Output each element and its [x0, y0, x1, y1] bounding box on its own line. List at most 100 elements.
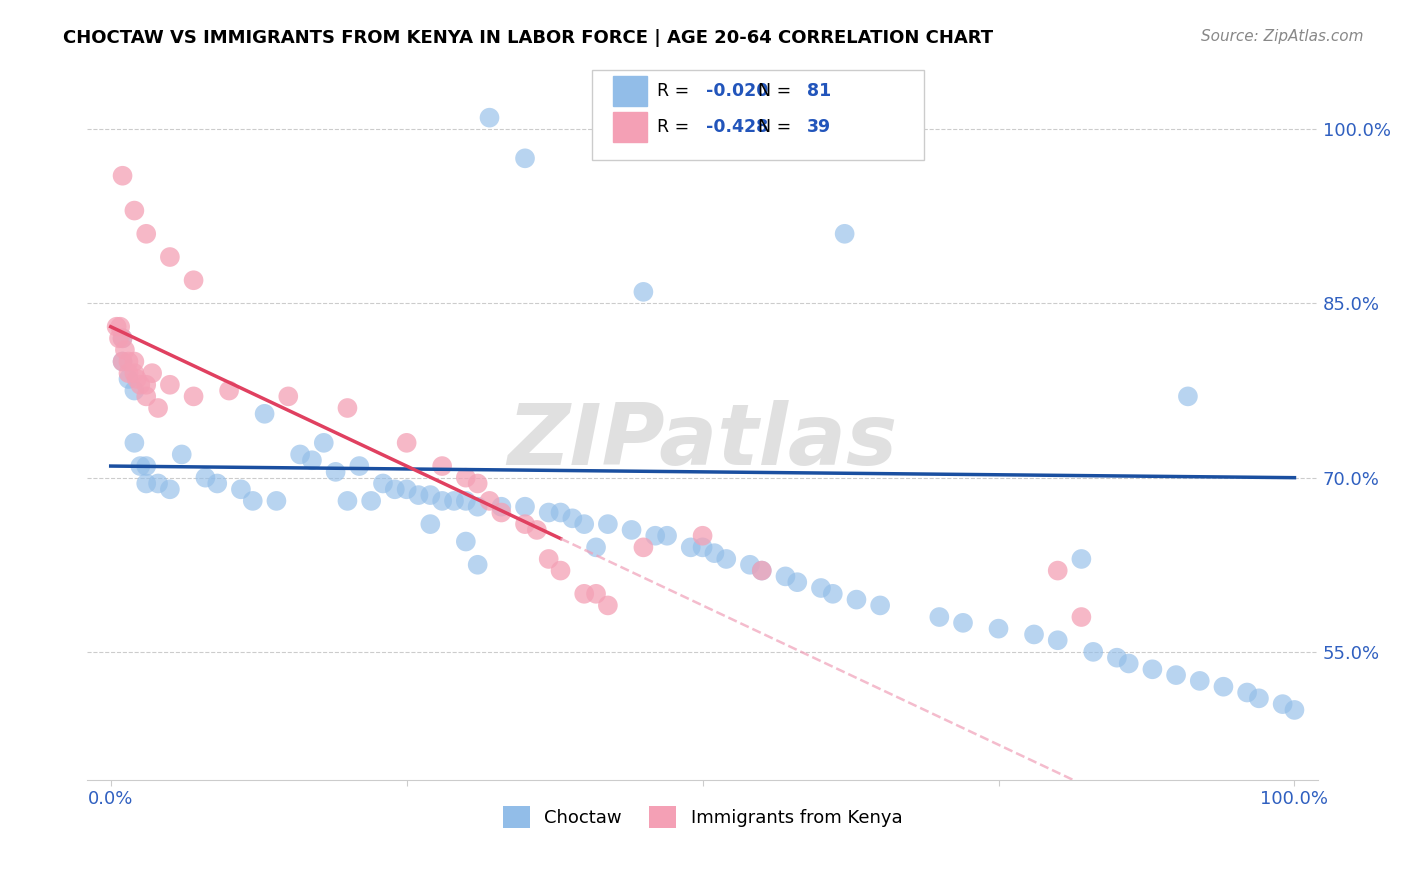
Point [513, 500, 536, 514]
Point [159, 483, 181, 497]
Point [810, 581, 832, 595]
Point [692, 541, 714, 555]
Point [585, 587, 607, 601]
Point [301, 453, 323, 467]
Point [775, 569, 797, 583]
Point [751, 564, 773, 578]
Point [129, 377, 152, 392]
Point [1271, 697, 1294, 711]
Point [170, 447, 193, 461]
Text: 81: 81 [807, 81, 831, 100]
Point [242, 494, 264, 508]
Point [371, 476, 394, 491]
Point [703, 546, 725, 560]
Point [1164, 668, 1187, 682]
Point [550, 506, 572, 520]
Text: N =: N = [758, 81, 797, 100]
Point [1212, 680, 1234, 694]
Point [360, 494, 382, 508]
Point [596, 517, 619, 532]
Point [108, 331, 131, 345]
Point [644, 529, 666, 543]
Point [928, 610, 950, 624]
Point [1247, 691, 1270, 706]
Point [325, 465, 347, 479]
Point [478, 494, 501, 508]
Point [135, 389, 157, 403]
Point [183, 273, 205, 287]
Point [419, 517, 441, 532]
Point [620, 523, 643, 537]
Point [738, 558, 761, 572]
Point [526, 523, 548, 537]
Point [277, 389, 299, 403]
Point [869, 599, 891, 613]
Text: Source: ZipAtlas.com: Source: ZipAtlas.com [1201, 29, 1364, 45]
Text: ZIPatlas: ZIPatlas [508, 400, 897, 483]
Point [1046, 564, 1069, 578]
Point [312, 435, 335, 450]
Point [349, 458, 371, 473]
Point [336, 401, 359, 415]
Point [395, 483, 418, 497]
Point [491, 500, 513, 514]
Point [454, 471, 477, 485]
Point [550, 564, 572, 578]
Point [467, 476, 489, 491]
Point [336, 494, 359, 508]
Point [1046, 633, 1069, 648]
Point [513, 151, 536, 165]
Point [124, 203, 146, 218]
Point [207, 476, 229, 491]
Point [135, 227, 157, 241]
Point [679, 541, 702, 555]
Point [105, 319, 128, 334]
Point [125, 372, 148, 386]
Point [1236, 685, 1258, 699]
Legend: Choctaw, Immigrants from Kenya: Choctaw, Immigrants from Kenya [496, 799, 910, 836]
Point [183, 389, 205, 403]
Point [430, 494, 453, 508]
Point [1284, 703, 1306, 717]
Point [491, 506, 513, 520]
Point [111, 331, 134, 345]
Point [987, 622, 1010, 636]
Point [478, 111, 501, 125]
Text: R =: R = [657, 81, 695, 100]
Point [141, 366, 163, 380]
Point [218, 384, 240, 398]
Point [821, 587, 844, 601]
Point [443, 494, 465, 508]
Point [574, 517, 596, 532]
Point [633, 541, 655, 555]
Point [111, 354, 134, 368]
Point [124, 354, 146, 368]
Point [1188, 673, 1211, 688]
Point [129, 458, 152, 473]
Text: 39: 39 [807, 118, 831, 136]
Point [834, 227, 856, 241]
Point [135, 458, 157, 473]
Point [1118, 657, 1140, 671]
Point [454, 534, 477, 549]
Point [716, 552, 738, 566]
Point [408, 488, 430, 502]
Point [467, 558, 489, 572]
Point [266, 494, 288, 508]
Point [1142, 662, 1164, 676]
FancyBboxPatch shape [592, 70, 924, 161]
Point [561, 511, 583, 525]
Point [467, 500, 489, 514]
Point [159, 250, 181, 264]
Point [135, 476, 157, 491]
Point [1070, 552, 1092, 566]
Point [159, 377, 181, 392]
Point [124, 435, 146, 450]
Point [117, 366, 139, 380]
Point [135, 377, 157, 392]
Point [111, 331, 134, 345]
Point [1022, 627, 1045, 641]
Text: -0.020: -0.020 [706, 81, 769, 100]
Point [124, 384, 146, 398]
Point [845, 592, 868, 607]
